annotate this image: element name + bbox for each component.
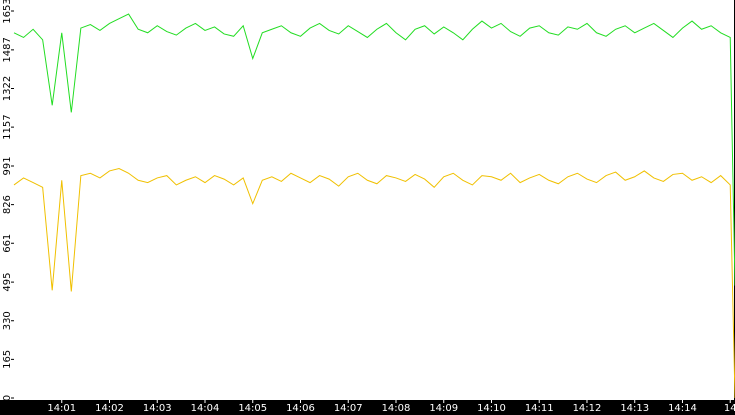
y-tick-label: 0: [2, 395, 13, 401]
data-line: [13, 168, 735, 399]
y-tick-label: 661: [2, 234, 13, 253]
y-tick-label: 1157: [2, 114, 13, 139]
x-tick-label: 14: [724, 403, 735, 414]
y-tick-label: 330: [2, 311, 13, 330]
x-tick-label: 14:08: [382, 403, 411, 414]
x-axis-band: [0, 400, 735, 415]
x-tick-label: 14:05: [238, 403, 267, 414]
x-tick-label: 14:11: [525, 403, 554, 414]
x-tick-label: 14:12: [573, 403, 602, 414]
y-tick-label: 495: [2, 273, 13, 292]
y-tick-label: 826: [2, 195, 13, 214]
y-tick-label: 1487: [2, 37, 13, 62]
y-tick-label: 165: [2, 350, 13, 369]
y-tick-label: 1653: [2, 0, 13, 24]
x-tick-label: 14:02: [95, 403, 124, 414]
x-tick-label: 14:13: [620, 403, 649, 414]
y-tick-label: 1322: [2, 76, 13, 101]
x-tick-label: 14:07: [334, 403, 363, 414]
x-tick-label: 14:03: [143, 403, 172, 414]
x-tick-label: 14:06: [286, 403, 315, 414]
data-line: [13, 13, 735, 286]
x-tick-label: 14:10: [477, 403, 506, 414]
y-tick-label: 991: [2, 156, 13, 175]
x-tick-label: 14:01: [47, 403, 76, 414]
x-tick-label: 14:14: [668, 403, 697, 414]
x-tick-label: 14:04: [191, 403, 220, 414]
x-tick-label: 14:09: [429, 403, 458, 414]
